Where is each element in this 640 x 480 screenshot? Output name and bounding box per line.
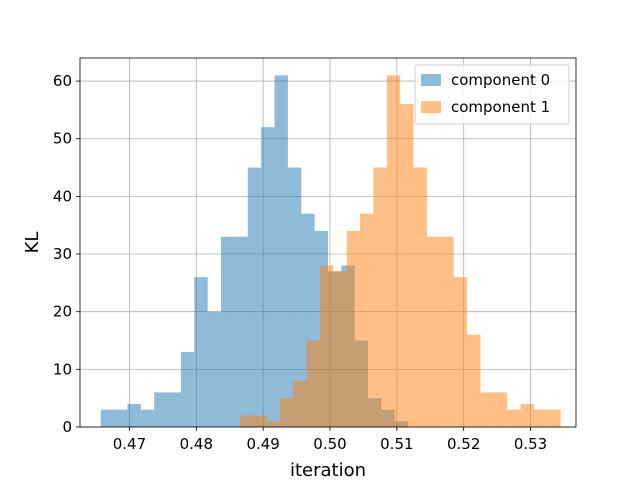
histogram-bar-series-1: [426, 236, 441, 427]
histogram-bar-series-1: [333, 271, 347, 427]
histogram-bar-series-0: [154, 392, 168, 427]
x-axis-label: iteration: [290, 460, 366, 480]
histogram-bar-series-1: [306, 340, 320, 427]
legend-swatch: [421, 74, 441, 86]
histogram-bar-series-1: [400, 104, 414, 427]
histogram-bar-series-1: [293, 380, 307, 427]
histogram-bar-series-1: [520, 403, 534, 427]
y-tick-label: 0: [62, 418, 72, 436]
histogram-bar-series-0: [167, 392, 181, 427]
histogram-bar-series-1: [533, 409, 548, 427]
histogram-bar-series-1: [547, 409, 561, 427]
histogram-bar-series-0: [194, 277, 208, 427]
legend-label: component 0: [451, 71, 550, 89]
x-tick-label: 0.51: [380, 435, 413, 453]
histogram-bar-series-1: [413, 167, 427, 427]
histogram-bar-series-0: [274, 75, 288, 427]
histogram-bar-series-0: [180, 352, 195, 427]
histogram-bar-series-1: [279, 398, 294, 427]
histogram-bar-series-1: [373, 167, 387, 427]
y-tick-label: 50: [53, 130, 72, 148]
y-tick-label: 20: [53, 303, 72, 321]
y-tick-label: 30: [53, 245, 72, 263]
plot-frame: [79, 57, 577, 428]
x-tick-label: 0.49: [246, 435, 279, 453]
histogram-bar-series-1: [480, 392, 494, 427]
histogram-bar-series-1: [440, 236, 454, 427]
histogram-bars: [100, 75, 561, 427]
histogram-bar-series-0: [234, 236, 248, 427]
histogram-bar-series-1: [467, 334, 481, 427]
histogram-bar-series-0: [114, 409, 128, 427]
histogram-bar-series-1: [453, 277, 468, 427]
x-tick-label: 0.47: [113, 435, 146, 453]
y-axis-ticks: 0 10 20 30 40 50 60: [53, 72, 80, 436]
histogram-bar-series-1: [507, 409, 521, 427]
histogram-bar-series-0: [207, 311, 222, 427]
y-tick-label: 10: [53, 360, 72, 378]
x-axis-ticks: 0.47 0.48 0.49 0.50 0.51 0.52 0.53: [113, 427, 547, 453]
legend-swatch: [421, 101, 441, 113]
histogram-bar-series-0: [140, 409, 155, 427]
histogram-bar-series-0: [100, 409, 115, 427]
legend-label: component 1: [451, 98, 550, 116]
histogram-bar-series-0: [221, 236, 235, 427]
y-axis-label: KL: [22, 232, 43, 254]
histogram-bar-series-1: [239, 415, 254, 427]
histogram-bar-series-0: [287, 167, 302, 427]
histogram-bar-series-1: [386, 75, 401, 427]
x-tick-label: 0.50: [313, 435, 346, 453]
histogram-bar-series-0: [127, 403, 141, 427]
histogram-bar-series-1: [319, 265, 334, 427]
histogram-bar-series-1: [266, 421, 280, 427]
legend: component 0 component 1: [414, 64, 570, 125]
histogram-bar-series-0: [247, 167, 262, 427]
legend-box: [414, 64, 570, 125]
histogram-bar-series-1: [346, 230, 361, 427]
y-tick-label: 60: [53, 72, 72, 90]
y-tick-label: 40: [53, 187, 72, 205]
histogram-bar-series-1: [493, 392, 508, 427]
x-tick-label: 0.52: [447, 435, 480, 453]
x-tick-label: 0.48: [180, 435, 213, 453]
histogram-bar-series-0: [261, 127, 275, 427]
histogram-bar-series-1: [253, 415, 267, 427]
histogram-bar-series-1: [360, 213, 374, 427]
x-tick-label: 0.53: [514, 435, 547, 453]
